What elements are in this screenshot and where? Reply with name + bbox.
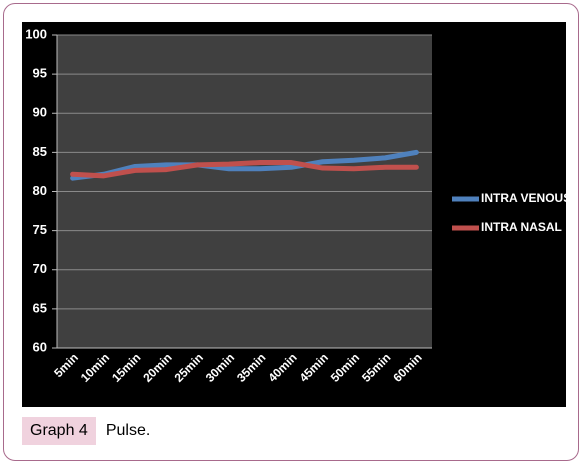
legend-label: INTRA VENOUS [481, 191, 571, 205]
series-line [70, 149, 419, 181]
series-line [70, 160, 419, 179]
legend-label: INTRA NASAL [481, 220, 562, 234]
y-tick-label: 95 [33, 66, 47, 81]
caption: Graph 4 Pulse. [22, 417, 150, 445]
caption-label: Graph 4 [22, 417, 96, 445]
y-tick-label: 100 [25, 26, 47, 41]
chart: 60657075808590951005min10min15min20min25… [22, 22, 571, 407]
y-tick-label: 65 [33, 300, 47, 315]
y-tick-label: 80 [33, 183, 47, 198]
y-tick-label: 70 [33, 261, 47, 276]
figure-frame [3, 3, 579, 461]
y-tick-label: 85 [33, 144, 47, 159]
caption-text: Pulse. [105, 422, 151, 439]
y-tick-label: 60 [33, 339, 47, 354]
y-tick-label: 75 [33, 222, 47, 237]
y-tick-label: 90 [33, 105, 47, 120]
